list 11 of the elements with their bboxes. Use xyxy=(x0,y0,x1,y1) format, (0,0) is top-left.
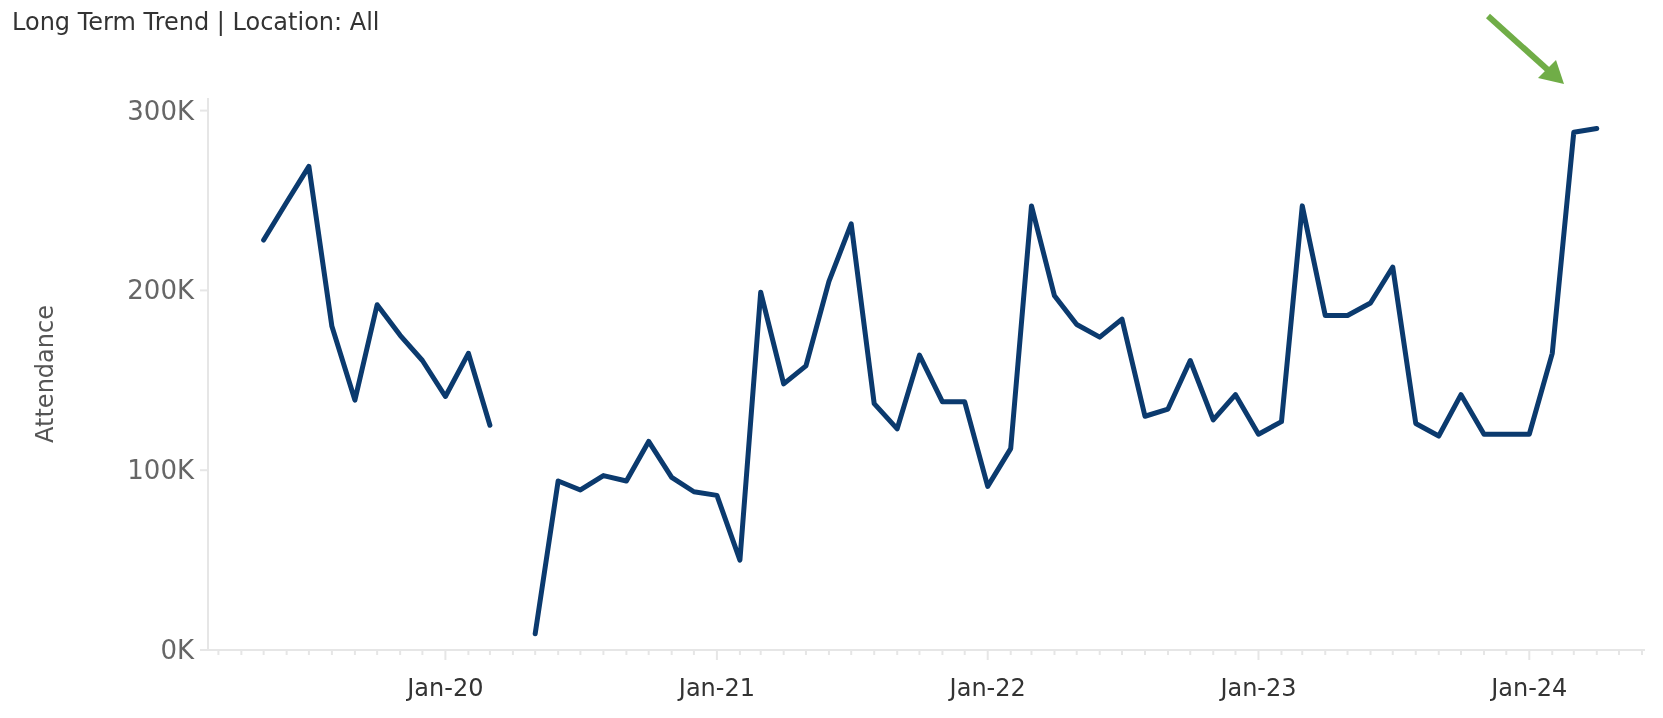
x-tick-label: Jan-22 xyxy=(947,674,1026,702)
x-tick-label: Jan-24 xyxy=(1489,674,1568,702)
x-tick-label: Jan-23 xyxy=(1218,674,1297,702)
y-tick-label: 100K xyxy=(127,455,195,486)
y-tick-label: 200K xyxy=(127,275,195,306)
y-tick-label: 300K xyxy=(127,95,195,126)
chart-title: Long Term Trend | Location: All xyxy=(12,8,380,36)
y-axis-title: Attendance xyxy=(31,305,59,443)
x-tick-label: Jan-21 xyxy=(676,674,756,702)
y-tick-label: 0K xyxy=(160,635,195,666)
x-tick-label: Jan-20 xyxy=(405,674,484,702)
